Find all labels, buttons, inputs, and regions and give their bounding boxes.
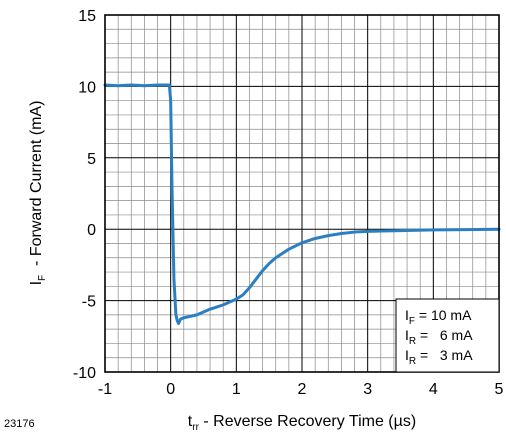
legend-subscript: R — [409, 336, 416, 347]
x-tick-label: 5 — [495, 381, 504, 398]
x-tick-label: 0 — [166, 381, 175, 398]
series-layer — [103, 83, 501, 325]
plot-frame — [104, 14, 500, 373]
x-axis-symbol: t — [188, 413, 193, 430]
y-tick-label: 5 — [87, 151, 96, 168]
legend-value: = 3 mA — [416, 347, 473, 363]
x-axis-subscript: rr — [192, 422, 199, 433]
x-tick-label: 4 — [429, 381, 438, 398]
y-axis-symbol: I — [28, 281, 45, 285]
y-tick-label: 15 — [78, 8, 96, 25]
legend-subscript: F — [409, 316, 415, 327]
legend-symbol: I — [405, 327, 409, 343]
legend-subscript: R — [409, 356, 416, 367]
legend-value: = 6 mA — [416, 327, 473, 343]
y-axis-title: IF - Forward Current (mA) — [28, 101, 48, 286]
x-axis-text: - Reverse Recovery Time (µs) — [199, 413, 416, 430]
y-axis-text: - Forward Current (mA) — [28, 101, 45, 275]
y-tick-label: 0 — [87, 222, 96, 239]
legend-line-3: IR = 3 mA — [405, 347, 473, 367]
figure-id: 23176 — [4, 418, 35, 430]
legend-box — [395, 298, 500, 373]
x-tick-label: -1 — [98, 381, 112, 398]
legend-value: = 10 mA — [415, 307, 472, 323]
legend-symbol: I — [405, 347, 409, 363]
y-tick-label: 10 — [78, 79, 96, 96]
y-tick-label: -5 — [82, 294, 96, 311]
x-axis-title: trr - Reverse Recovery Time (µs) — [188, 413, 416, 433]
x-tick-label: 2 — [298, 381, 307, 398]
legend-line-1: IF = 10 mA — [405, 307, 472, 327]
x-tick-labels: -1 0 1 2 3 4 5 — [98, 381, 504, 398]
legend-symbol: I — [405, 307, 409, 323]
y-axis-subscript: F — [37, 275, 48, 281]
series-line — [103, 83, 501, 325]
legend-line-2: IR = 6 mA — [405, 327, 473, 347]
x-tick-label: 1 — [232, 381, 241, 398]
conditions-legend: IF = 10 mA IR = 6 mA IR = 3 mA — [395, 298, 500, 373]
y-tick-label: -10 — [73, 365, 96, 382]
x-tick-label: 3 — [363, 381, 372, 398]
y-tick-labels: -10 -5 0 5 10 15 — [73, 8, 96, 382]
